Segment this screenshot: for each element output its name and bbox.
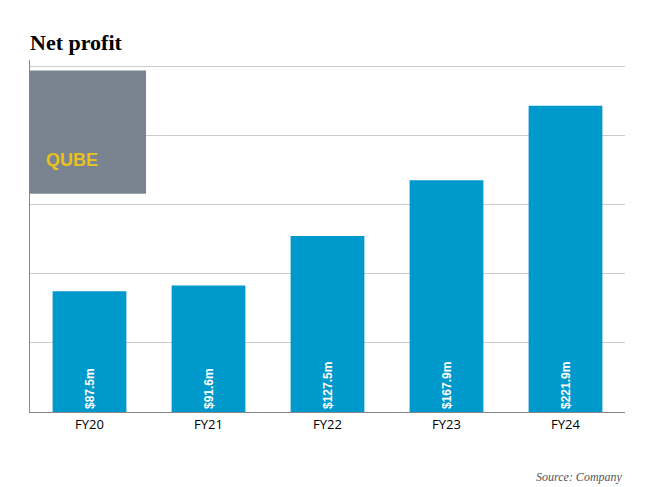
svg-text:$87.5m: $87.5m bbox=[83, 368, 97, 409]
svg-text:FY20: FY20 bbox=[75, 415, 104, 433]
svg-text:QUBE: QUBE bbox=[46, 150, 98, 170]
svg-text:FY21: FY21 bbox=[194, 415, 223, 433]
svg-text:$91.6m: $91.6m bbox=[202, 368, 216, 409]
svg-text:$221.9m: $221.9m bbox=[559, 362, 573, 409]
svg-text:$167.9m: $167.9m bbox=[440, 362, 454, 409]
svg-text:$127.5m: $127.5m bbox=[321, 362, 335, 409]
svg-text:FY23: FY23 bbox=[432, 415, 461, 433]
svg-text:Source: Company: Source: Company bbox=[536, 470, 623, 484]
svg-text:FY22: FY22 bbox=[313, 415, 342, 433]
svg-text:FY24: FY24 bbox=[551, 415, 580, 433]
svg-text:Net profit: Net profit bbox=[30, 30, 123, 55]
